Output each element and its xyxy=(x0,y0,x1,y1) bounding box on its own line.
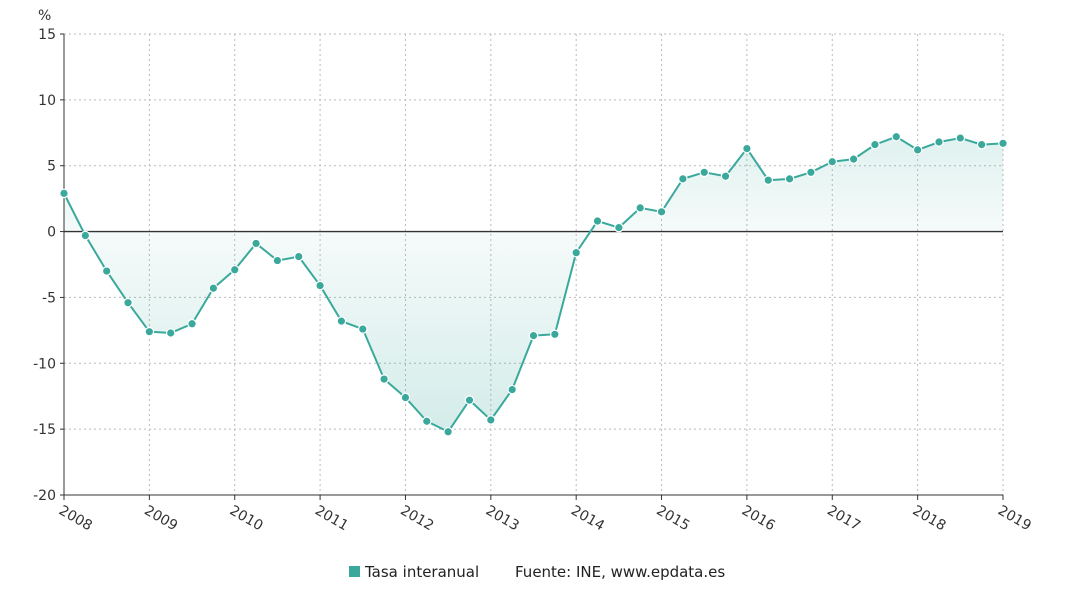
data-point[interactable] xyxy=(550,329,560,340)
x-tick-label: 2008 xyxy=(56,503,95,535)
data-point[interactable] xyxy=(827,156,838,167)
data-point[interactable] xyxy=(464,395,475,405)
data-point[interactable] xyxy=(421,416,432,427)
x-tick-label: 2015 xyxy=(654,503,693,535)
area-fill-negative xyxy=(83,231,591,432)
y-tick-label: -5 xyxy=(42,290,56,306)
x-tick-label: 2009 xyxy=(141,503,180,535)
x-tick-label: 2010 xyxy=(227,503,266,535)
data-point[interactable] xyxy=(528,330,539,341)
y-tick-label: -15 xyxy=(33,422,56,438)
area-fill-positive xyxy=(64,136,1003,232)
data-point[interactable] xyxy=(592,216,603,226)
x-tick-label: 2012 xyxy=(397,503,436,535)
data-point[interactable] xyxy=(976,139,987,150)
data-point[interactable] xyxy=(293,251,304,262)
data-point[interactable] xyxy=(144,326,155,337)
x-tick-label: 2017 xyxy=(824,503,863,535)
data-point[interactable] xyxy=(848,154,859,164)
data-point[interactable] xyxy=(379,374,389,384)
data-point[interactable] xyxy=(229,264,240,275)
data-point[interactable] xyxy=(357,324,368,334)
data-point[interactable] xyxy=(571,247,581,258)
data-point[interactable] xyxy=(336,316,347,326)
data-point[interactable] xyxy=(486,415,496,425)
y-tick-label: -20 xyxy=(33,488,56,504)
data-point[interactable] xyxy=(165,328,176,338)
series-points xyxy=(59,131,1008,437)
x-tick-label: 2016 xyxy=(739,503,778,535)
data-point[interactable] xyxy=(656,207,667,217)
data-point[interactable] xyxy=(806,167,816,178)
data-point[interactable] xyxy=(934,137,944,147)
y-tick-label: 15 xyxy=(38,27,56,43)
x-tick-label: 2014 xyxy=(568,503,607,535)
data-point[interactable] xyxy=(315,280,325,291)
data-point[interactable] xyxy=(742,143,752,154)
data-point[interactable] xyxy=(101,266,112,276)
data-point[interactable] xyxy=(635,203,646,213)
legend-swatch xyxy=(349,566,360,577)
data-point[interactable] xyxy=(614,222,624,233)
data-point[interactable] xyxy=(400,392,411,403)
data-point[interactable] xyxy=(187,318,197,329)
x-tick-label: 2018 xyxy=(910,503,949,535)
data-point[interactable] xyxy=(507,384,517,395)
area-fill-group xyxy=(64,136,1003,432)
data-point[interactable] xyxy=(763,175,774,186)
data-point[interactable] xyxy=(870,139,880,150)
data-point[interactable] xyxy=(80,230,91,241)
data-point[interactable] xyxy=(891,131,902,142)
y-tick-label: 10 xyxy=(38,93,56,109)
y-tick-label: 0 xyxy=(47,225,56,241)
legend-source: Fuente: INE, www.epdata.es xyxy=(515,563,725,581)
axes xyxy=(60,33,1004,500)
data-point[interactable] xyxy=(251,238,261,249)
data-point[interactable] xyxy=(208,283,219,294)
x-tick-label: 2019 xyxy=(995,503,1034,535)
legend: Tasa interanual Fuente: INE, www.epdata.… xyxy=(349,563,725,581)
data-point[interactable] xyxy=(912,145,923,155)
data-point[interactable] xyxy=(699,167,710,178)
data-point[interactable] xyxy=(678,174,688,184)
legend-series-label: Tasa interanual xyxy=(364,563,479,581)
data-point[interactable] xyxy=(443,426,453,437)
data-point[interactable] xyxy=(784,174,795,184)
data-point[interactable] xyxy=(272,255,283,266)
data-point[interactable] xyxy=(955,133,966,143)
x-tick-label: 2011 xyxy=(312,503,351,535)
data-point[interactable] xyxy=(123,297,133,308)
y-tick-label: 5 xyxy=(47,159,56,175)
data-point[interactable] xyxy=(720,171,731,182)
y-tick-label: -10 xyxy=(33,356,56,372)
y-unit-label: % xyxy=(38,8,51,24)
x-tick-label: 2013 xyxy=(483,503,522,535)
data-point[interactable] xyxy=(998,138,1008,149)
data-point[interactable] xyxy=(59,188,69,199)
